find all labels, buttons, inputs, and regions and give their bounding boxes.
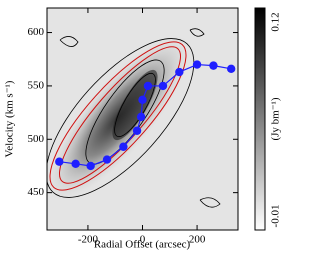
y-tick-label: 600	[28, 26, 45, 38]
colorbar-label: (Jy bm⁻¹)	[270, 97, 282, 140]
image	[47, 8, 238, 230]
data-point	[158, 81, 168, 91]
x-tick-label: 200	[189, 234, 206, 246]
chart: Radial Offset (arcsec) Velocity (km s⁻¹)…	[4, 7, 282, 251]
data-point	[192, 60, 202, 69]
contour	[47, 38, 195, 198]
x-tick-label: 0	[140, 234, 146, 246]
contour	[49, 41, 187, 191]
series	[55, 60, 236, 171]
x-axis-label: Radial Offset (arcsec)	[94, 239, 191, 251]
data-point	[132, 126, 142, 135]
data-point	[71, 159, 80, 169]
y-axis-label: Velocity (km s⁻¹)	[4, 80, 16, 157]
data-point	[138, 95, 147, 104]
colorbar-tick-label: -0.01	[270, 205, 282, 228]
data-point	[102, 155, 112, 164]
x-tick-label: -200	[78, 234, 99, 246]
data-point	[136, 112, 146, 122]
data-point	[143, 81, 153, 91]
data-point	[175, 67, 184, 77]
y-tick-label: 450	[28, 186, 45, 198]
colorbar-tick-label: 0.12	[270, 12, 282, 31]
data-point	[119, 142, 128, 151]
colorbar	[254, 7, 266, 231]
y-tick-label: 500	[28, 133, 45, 145]
y-tick-label: 550	[28, 79, 45, 91]
data-point	[55, 157, 64, 166]
data-point	[86, 161, 95, 171]
contour	[59, 28, 221, 208]
data-point	[226, 64, 236, 74]
data-point	[209, 61, 218, 70]
contour	[114, 72, 156, 138]
